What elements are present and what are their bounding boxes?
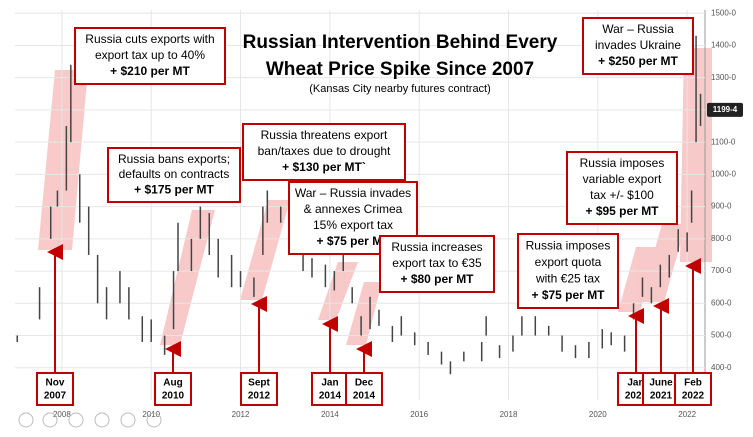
annotation-text: & annexes Crimea [304, 202, 403, 216]
x-tick-label: 2014 [321, 410, 339, 419]
annotation-text: + $80 per MT [400, 272, 474, 286]
annotation-text: + $250 per MT [598, 54, 678, 68]
annotation-text: variable export [583, 172, 662, 186]
date-label: Feb [684, 378, 702, 389]
y-tick-label: 1400-0 [711, 41, 736, 50]
annotation: Russia imposes variable export tax +/- $10… [566, 151, 680, 406]
y-tick-label: 1000-0 [711, 169, 736, 178]
annotation-text: War – Russia [602, 22, 674, 36]
x-tick-label: 2008 [53, 410, 71, 419]
annotation-box [517, 233, 619, 309]
annotation-text: export tax to €35 [392, 256, 482, 270]
date-label: Nov [46, 378, 65, 389]
annotation-text: Russia increases [391, 240, 482, 254]
annotation: Russia bans exports;defaults on contract… [107, 147, 241, 406]
annotation-text: Russia bans exports; [118, 152, 230, 166]
y-tick-label: 800-0 [711, 234, 732, 243]
chart-subtitle: (Kansas City nearby futures contract) [309, 83, 491, 95]
date-label: Jan [627, 378, 644, 389]
annotation-text: export tax up to 40% [95, 48, 205, 62]
annotations: Russia cuts exports with export tax up to… [36, 17, 712, 406]
x-tick-label: 2016 [410, 410, 428, 419]
date-box [674, 372, 712, 406]
annotation-text: defaults on contracts [119, 167, 230, 181]
annotation-text: War – Russia invades [295, 186, 411, 200]
annotation-text: with €25 tax [535, 271, 600, 285]
date-label: 2021 [625, 391, 648, 402]
date-label: Sept [248, 378, 270, 389]
annotation-text: Russia cuts exports with [85, 32, 214, 46]
x-tick-label: 2020 [589, 410, 607, 419]
annotation-text: + $75 per MT [531, 288, 605, 302]
annotation-text: Russia threatens export [261, 128, 388, 142]
annotation-text: tax +/- $100 [590, 188, 654, 202]
annotation: War – Russia invades & annexes Crimea 15% … [288, 181, 418, 406]
date-box [345, 372, 383, 406]
x-tick-label: 2018 [500, 410, 518, 419]
y-tick-label: 400-0 [711, 363, 732, 372]
date-box [642, 372, 680, 406]
annotation-text: invades Ukraine [595, 38, 681, 52]
date-label: 2007 [44, 391, 67, 402]
date-label: 2010 [162, 391, 185, 402]
date-label: June [649, 378, 673, 389]
date-label: Aug [163, 378, 182, 389]
annotation-text: export quota [535, 255, 602, 269]
annotation-text: + $130 per MT` [282, 160, 366, 174]
y-tick-label: 1300-0 [711, 73, 736, 82]
date-label: 2014 [353, 391, 376, 402]
y-tick-label: 600-0 [711, 298, 732, 307]
date-box [311, 372, 349, 406]
annotation-box [242, 123, 406, 181]
annotation-text: + $75 per MT [316, 234, 390, 248]
date-box [240, 372, 278, 406]
annotation-box [566, 151, 678, 225]
annotation: Russia imposes export quota with €25 tax + … [517, 233, 655, 406]
annotation-box [582, 17, 694, 75]
last-price-label: 1199-4 [713, 105, 738, 114]
annotation-text: + $175 per MT [134, 183, 214, 197]
date-label: 2022 [682, 391, 705, 402]
annotation-text: 15% export tax [313, 218, 393, 232]
annotation-text: Russia imposes [526, 238, 611, 252]
x-tick-label: 2012 [232, 410, 250, 419]
annotation: Russia increases export tax to €35 + $80 p… [345, 235, 495, 406]
y-tick-label: 1100-0 [711, 137, 736, 146]
annotation-text: Russia imposes [580, 156, 665, 170]
annotation: Russia cuts exports with export tax up to… [36, 27, 226, 406]
date-label: Jan [321, 378, 338, 389]
date-label: 2021 [650, 391, 673, 402]
date-label: 2014 [319, 391, 342, 402]
date-label: 2012 [248, 391, 271, 402]
x-tick-label: 2022 [678, 410, 696, 419]
annotation-box [74, 27, 226, 85]
y-tick-label: 1500-0 [711, 8, 736, 17]
chart-title: Wheat Price Spike Since 2007 [266, 59, 534, 80]
date-label: Dec [355, 378, 374, 389]
chart-title: Russian Intervention Behind Every [243, 32, 558, 53]
y-tick-label: 500-0 [711, 331, 732, 340]
annotation-text: + $210 per MT [110, 64, 190, 78]
annotation-box [107, 147, 241, 203]
y-tick-label: 900-0 [711, 202, 732, 211]
toolbar [18, 412, 162, 428]
last-price-box [707, 102, 743, 117]
annotation: Russia threatens export ban/taxes due to … [240, 123, 406, 406]
annotation: War – Russia invades Ukraine + $250 per MT… [582, 17, 712, 406]
date-box [36, 372, 74, 406]
x-tick-label: 2010 [142, 410, 160, 419]
annotation-text: + $95 per MT [585, 204, 659, 218]
annotation-text: ban/taxes due to drought [258, 144, 391, 158]
y-tick-label: 700-0 [711, 266, 732, 275]
annotation-box [379, 235, 495, 293]
date-box [154, 372, 192, 406]
